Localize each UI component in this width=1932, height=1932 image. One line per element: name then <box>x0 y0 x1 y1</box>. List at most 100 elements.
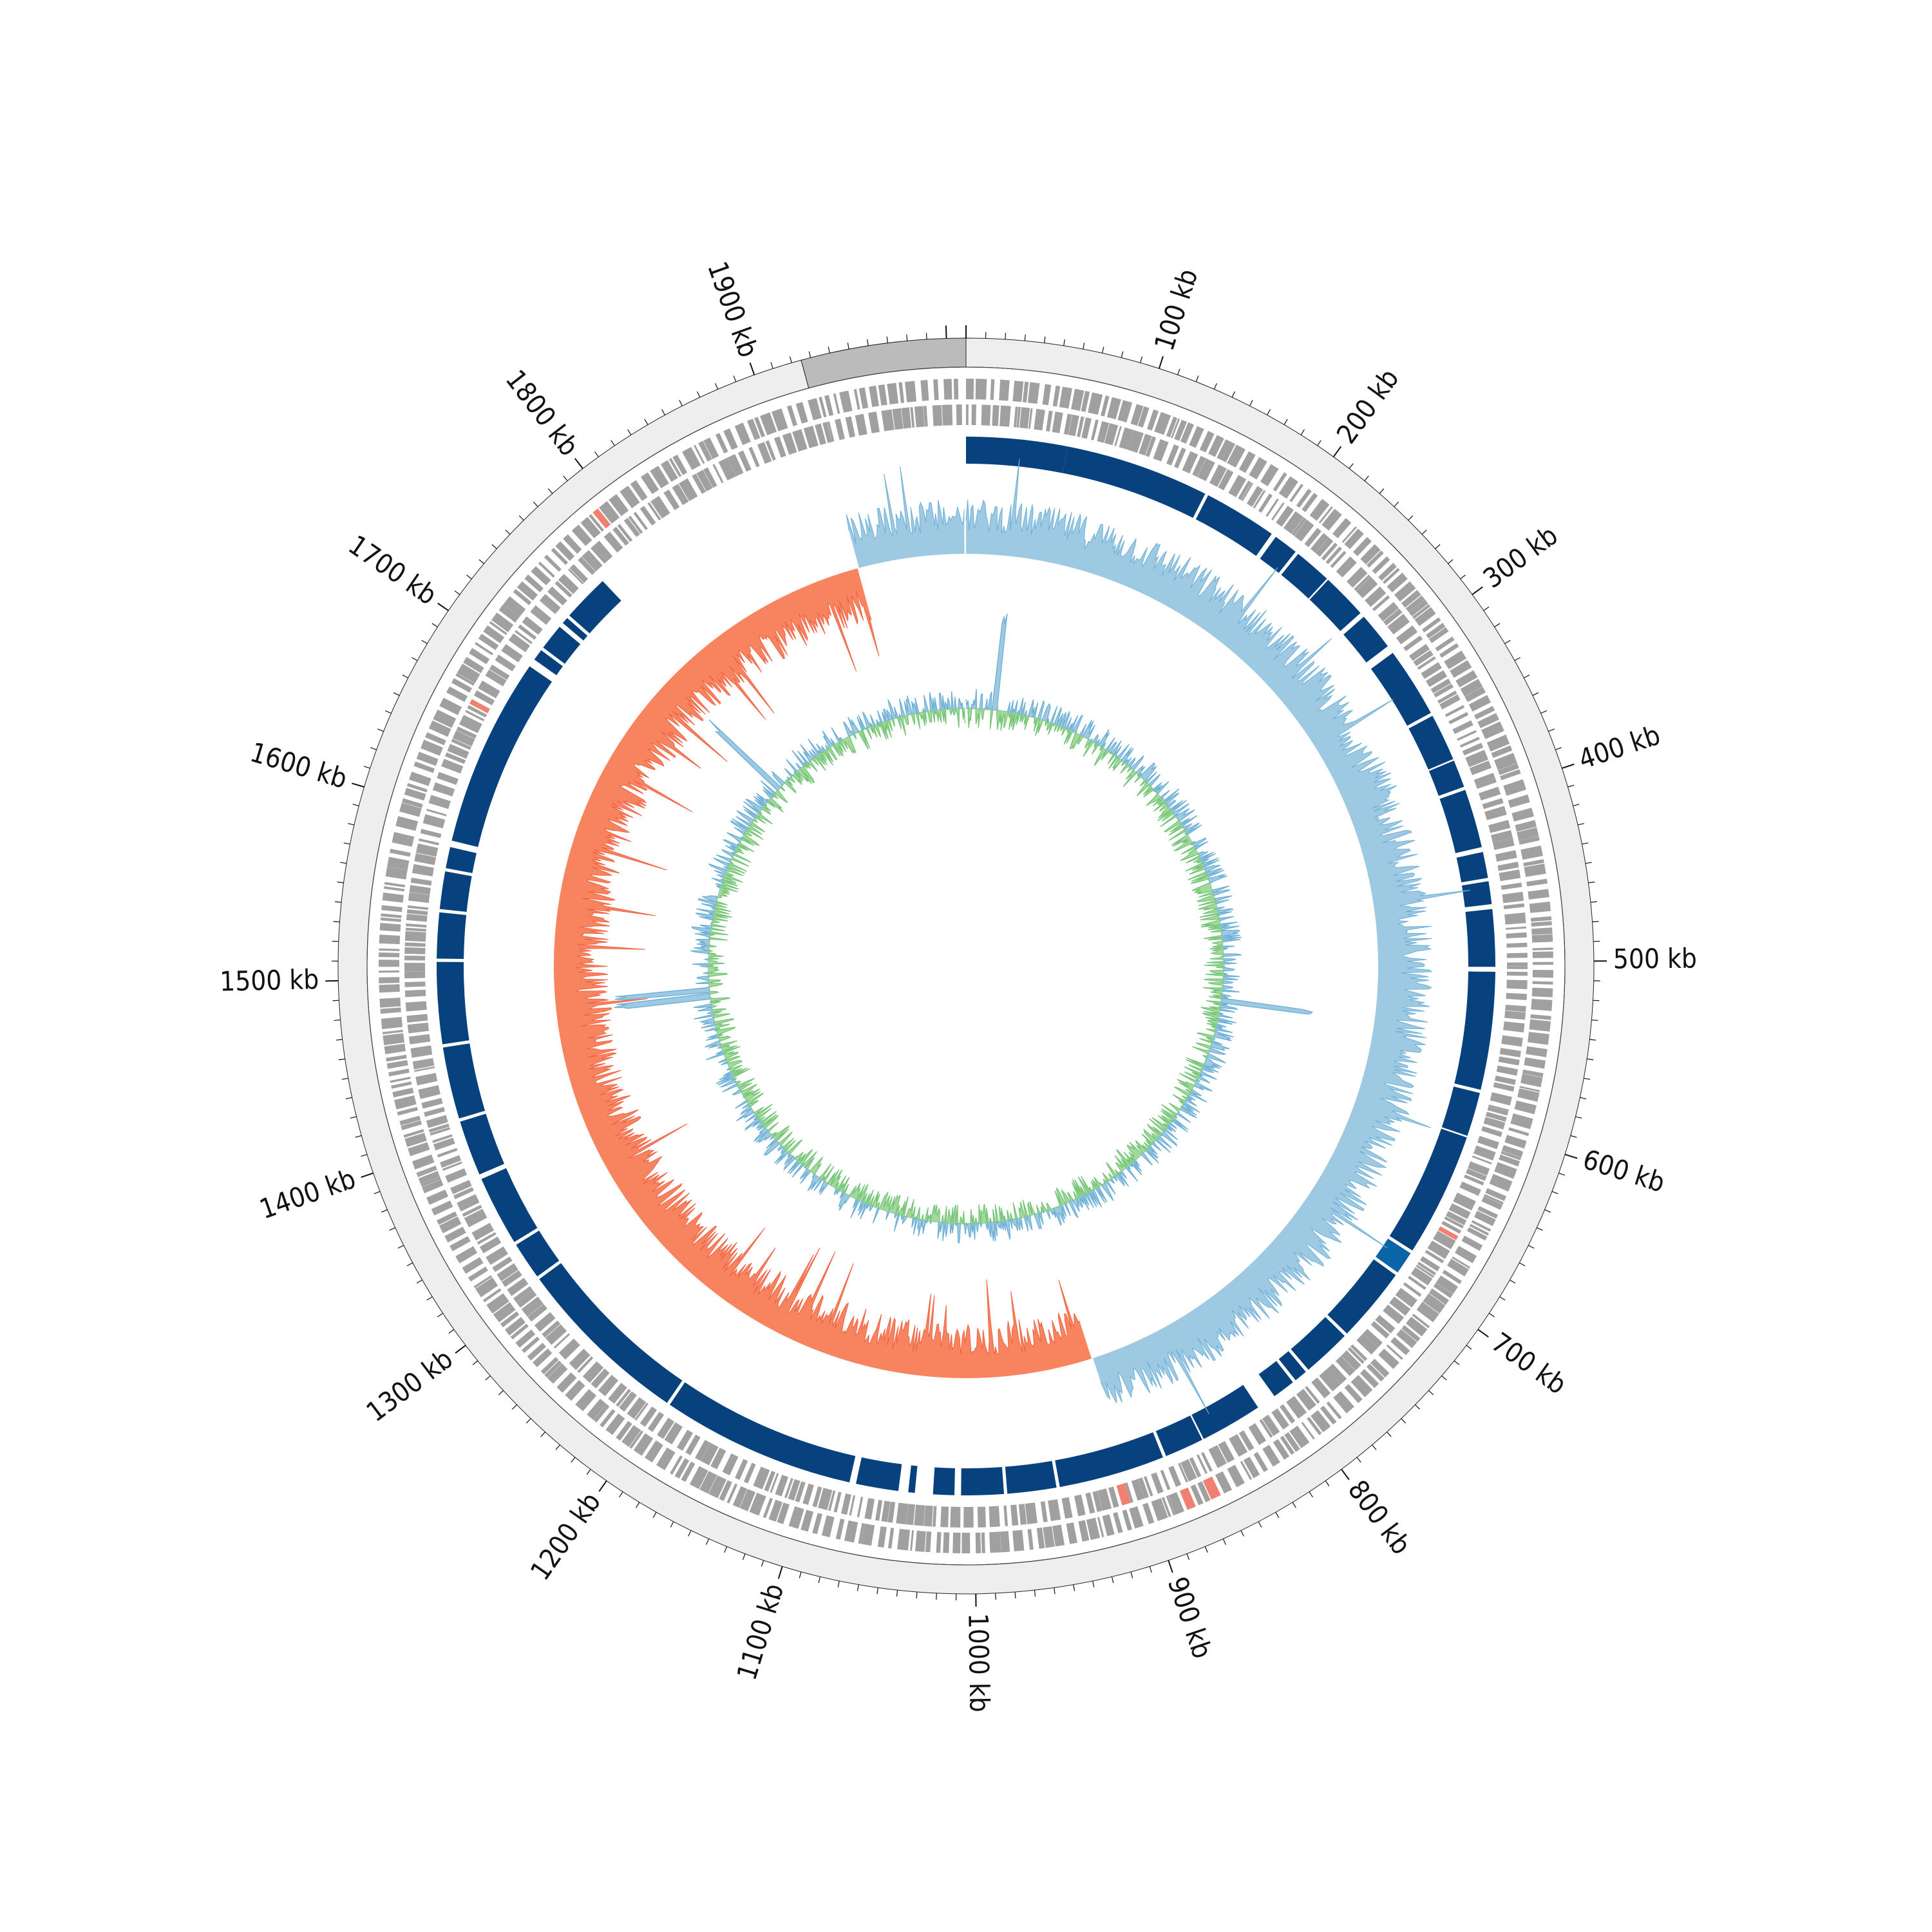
gene-feature <box>1335 1356 1356 1376</box>
gene-feature <box>1422 617 1441 633</box>
gene-feature <box>1414 607 1436 627</box>
synteny-block <box>1260 536 1296 573</box>
major-tick <box>352 782 365 788</box>
gene-feature <box>1307 1417 1322 1435</box>
gene-feature <box>522 616 543 635</box>
gc-skew-positive-area <box>846 466 965 568</box>
gene-feature <box>457 1194 480 1212</box>
minor-tick <box>1309 1492 1313 1498</box>
gene-feature <box>1273 1439 1290 1460</box>
gene-feature <box>463 657 484 674</box>
minor-tick <box>431 623 438 627</box>
gene-feature <box>616 1388 631 1407</box>
gene-feature <box>591 1368 610 1388</box>
gene-feature <box>1086 1517 1101 1540</box>
gene-feature <box>818 1488 833 1510</box>
gene-feature <box>1496 1065 1519 1076</box>
minor-tick <box>586 1469 591 1475</box>
rna-feature <box>1116 1482 1132 1506</box>
gene-feature <box>612 526 629 546</box>
gene-feature <box>808 398 822 421</box>
gene-feature <box>835 1519 845 1540</box>
gene-feature <box>1366 550 1384 568</box>
minor-tick <box>1548 728 1555 732</box>
gene-feature <box>1446 1211 1467 1226</box>
gene-feature <box>953 379 959 400</box>
gene-feature <box>1477 1135 1499 1150</box>
minor-tick <box>421 639 428 644</box>
gene-feature <box>390 1076 411 1083</box>
gene-feature <box>901 407 912 429</box>
gene-feature <box>1468 1161 1490 1176</box>
gene-feature <box>412 1154 435 1170</box>
gene-feature <box>699 1471 717 1494</box>
gene-feature <box>1529 1019 1551 1032</box>
gene-feature <box>379 923 401 932</box>
gene-feature <box>1514 1100 1537 1115</box>
minor-tick <box>1593 999 1600 1001</box>
gene-feature <box>1229 1434 1248 1457</box>
minor-tick <box>478 559 484 564</box>
minor-tick <box>619 1492 623 1498</box>
gene-feature <box>1061 1497 1073 1519</box>
minor-tick <box>1349 463 1354 469</box>
gene-feature <box>551 547 569 565</box>
gene-feature <box>869 385 879 408</box>
gene-feature <box>1396 625 1418 645</box>
gene-feature <box>420 829 442 838</box>
gene-feature <box>1028 408 1033 429</box>
gene-feature <box>1160 1470 1171 1490</box>
minor-tick <box>1204 1546 1208 1553</box>
gene-feature <box>1305 1386 1320 1404</box>
contig-segment-2 <box>800 337 967 389</box>
gene-feature <box>432 1134 453 1143</box>
gene-feature <box>593 1404 610 1423</box>
gene-feature <box>681 1461 696 1482</box>
minor-tick <box>679 400 683 406</box>
gene-feature <box>478 680 500 699</box>
synteny-block <box>1258 1361 1293 1397</box>
gene-feature <box>1383 1304 1405 1324</box>
synteny-block <box>1281 553 1327 599</box>
gene-feature <box>1474 706 1495 720</box>
gene-feature <box>421 739 443 756</box>
gene-feature <box>501 644 523 663</box>
gene-feature <box>1042 384 1052 406</box>
minor-tick <box>697 391 701 398</box>
gene-feature <box>1137 406 1150 428</box>
gene-feature <box>1448 1203 1471 1220</box>
gene-feature <box>1153 439 1169 462</box>
gene-feature <box>952 1532 961 1553</box>
gene-feature <box>538 562 555 578</box>
gene-feature <box>718 457 737 481</box>
gene-feature <box>877 1526 887 1548</box>
gene-feature <box>486 1246 508 1265</box>
gene-feature <box>1168 1465 1182 1487</box>
gene-feature <box>1192 455 1206 477</box>
gene-feature <box>1461 1235 1483 1251</box>
synteny-block <box>908 1465 918 1493</box>
gene-feature <box>1474 1210 1496 1226</box>
gene-feature <box>379 998 401 1008</box>
gene-feature <box>380 1007 401 1014</box>
gene-feature <box>1180 1459 1197 1482</box>
gene-feature <box>1435 636 1455 652</box>
gene-feature <box>956 404 962 426</box>
gene-feature <box>1320 1405 1337 1425</box>
rna-feature <box>592 508 611 529</box>
synteny-block <box>1454 971 1495 1090</box>
gene-feature <box>663 489 680 511</box>
gene-feature <box>1506 962 1528 967</box>
gene-feature <box>1124 1482 1133 1503</box>
minor-tick <box>1073 1584 1075 1591</box>
gene-feature <box>515 1329 536 1348</box>
gene-feature <box>422 1179 444 1193</box>
gene-feature <box>1405 595 1425 612</box>
minor-tick <box>1394 502 1399 507</box>
gene-feature <box>379 977 400 984</box>
gene-feature <box>1010 1504 1019 1526</box>
gene-feature <box>1401 1325 1421 1342</box>
minor-tick <box>1317 440 1321 446</box>
gene-feature <box>1503 779 1526 796</box>
gene-feature <box>1168 1492 1184 1515</box>
